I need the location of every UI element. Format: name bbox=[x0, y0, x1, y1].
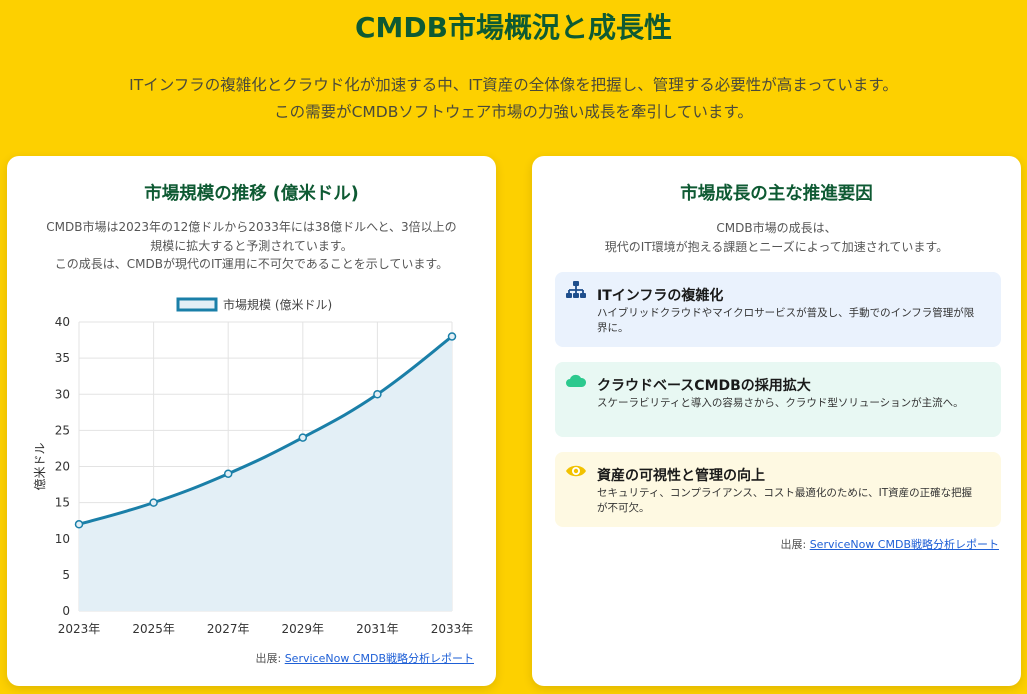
driver-title: ITインフラの複雑化 bbox=[597, 288, 724, 304]
y-tick-label: 0 bbox=[62, 604, 70, 618]
driver-description: セキュリティ、コンプライアンス、コスト最適化のために、IT資産の正確な把握が不可… bbox=[597, 487, 973, 514]
y-tick-label: 35 bbox=[55, 351, 70, 365]
market-source: 出展: ServiceNow CMDB戦略分析レポート bbox=[256, 650, 475, 666]
x-tick-label: 2033年 bbox=[431, 622, 474, 636]
eye-icon bbox=[566, 465, 586, 477]
driver-description: スケーラビリティと導入の容易さから、クラウド型ソリューションが主流へ。 bbox=[597, 397, 964, 409]
page-intro: ITインフラの複雑化とクラウド化が加速する中、IT資産の全体像を把握し、管理する… bbox=[0, 72, 1027, 126]
data-point bbox=[298, 433, 308, 442]
x-tick-label: 2025年 bbox=[132, 622, 175, 636]
drivers-card-description: CMDB市場の成長は、 現代のIT環境が抱える課題とニーズによって加速されていま… bbox=[532, 219, 1021, 256]
drivers-desc-line-1: CMDB市場の成長は、 bbox=[716, 221, 837, 235]
y-tick-label: 25 bbox=[55, 423, 70, 437]
page-title: CMDB市場概況と成長性 bbox=[355, 11, 672, 44]
drivers-source-prefix: 出展: bbox=[780, 538, 810, 551]
driver-item-infrastructure: ITインフラの複雑化 ハイブリッドクラウドやマイクロサービスが普及し、手動でのイ… bbox=[555, 272, 1001, 347]
market-desc-line-1: CMDB市場は2023年の12億ドルから2033年には38億ドルへと、3倍以上の bbox=[46, 220, 457, 234]
market-desc-line-3: この成長は、CMDBが現代のIT運用に不可欠であることを示しています。 bbox=[54, 257, 449, 271]
sitemap-icon bbox=[566, 281, 586, 298]
x-tick-label: 2031年 bbox=[356, 622, 399, 636]
data-point bbox=[447, 332, 457, 341]
legend-label: 市場規模 (億米ドル) bbox=[223, 297, 332, 312]
market-size-card: 市場規模の推移 (億米ドル) CMDB市場は2023年の12億ドルから2033年… bbox=[7, 156, 496, 686]
driver-title: 資産の可視性と管理の向上 bbox=[597, 468, 765, 484]
driver-title: クラウドベースCMDBの採用拡大 bbox=[597, 378, 811, 394]
data-point bbox=[74, 520, 84, 529]
market-card-title: 市場規模の推移 (億米ドル) bbox=[144, 184, 359, 204]
y-tick-label: 10 bbox=[55, 532, 70, 546]
data-point bbox=[223, 469, 233, 478]
growth-drivers-card: 市場成長の主な推進要因 CMDB市場の成長は、 現代のIT環境が抱える課題とニー… bbox=[532, 156, 1021, 686]
driver-item-cloud: クラウドベースCMDBの採用拡大 スケーラビリティと導入の容易さから、クラウド型… bbox=[555, 362, 1001, 437]
intro-line-1: ITインフラの複雑化とクラウド化が加速する中、IT資産の全体像を把握し、管理する… bbox=[129, 76, 898, 94]
market-source-prefix: 出展: bbox=[255, 652, 285, 665]
market-source-link[interactable]: ServiceNow CMDB戦略分析レポート bbox=[284, 652, 474, 665]
data-point bbox=[373, 390, 382, 399]
cloud-icon bbox=[566, 374, 587, 387]
y-tick-label: 15 bbox=[55, 496, 70, 510]
y-tick-label: 20 bbox=[55, 460, 70, 474]
drivers-source: 出展: ServiceNow CMDB戦略分析レポート bbox=[781, 536, 1000, 552]
market-card-description: CMDB市場は2023年の12億ドルから2033年には38億ドルへと、3倍以上の… bbox=[7, 218, 496, 274]
driver-item-visibility: 資産の可視性と管理の向上 セキュリティ、コンプライアンス、コスト最適化のために、… bbox=[555, 452, 1001, 527]
y-tick-label: 30 bbox=[55, 387, 70, 401]
x-tick-label: 2029年 bbox=[282, 622, 325, 636]
market-desc-line-2: 規模に拡大すると予測されています。 bbox=[150, 238, 353, 253]
x-tick-label: 2027年 bbox=[207, 622, 250, 636]
y-axis-label: 億米ドル bbox=[33, 442, 47, 490]
drivers-card-title: 市場成長の主な推進要因 bbox=[680, 184, 873, 204]
x-tick-label: 2023年 bbox=[58, 622, 101, 636]
intro-line-2: この需要がCMDBソフトウェア市場の力強い成長を牽引しています。 bbox=[274, 103, 753, 121]
y-tick-label: 40 bbox=[55, 315, 70, 329]
driver-description: ハイブリッドクラウドやマイクロサービスが普及し、手動でのインフラ管理が限界に。 bbox=[597, 307, 975, 334]
data-point bbox=[149, 498, 158, 507]
y-tick-label: 5 bbox=[62, 568, 70, 582]
drivers-desc-line-2: 現代のIT環境が抱える課題とニーズによって加速されています。 bbox=[604, 239, 949, 254]
series-area bbox=[79, 336, 452, 611]
legend-swatch bbox=[176, 297, 218, 312]
market-size-chart: 0 5 10 15 20 25 30 35 40 2023年 2025年 2027年 2029年 2031… bbox=[33, 297, 474, 636]
drivers-source-link[interactable]: ServiceNow CMDB戦略分析レポート bbox=[809, 538, 999, 551]
